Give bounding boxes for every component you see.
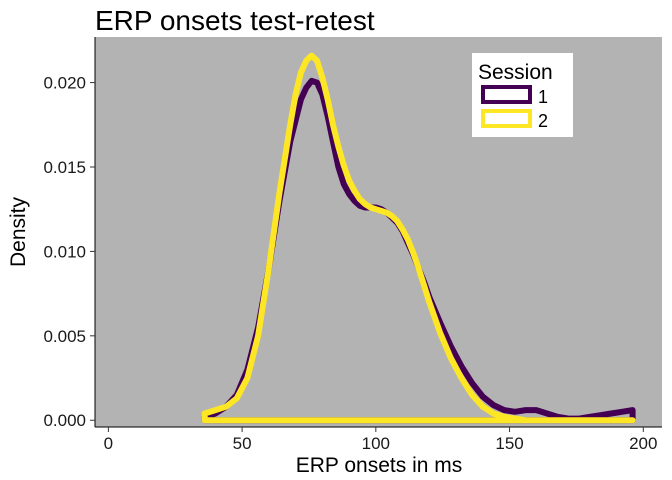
legend-label-session-2: 2 [538, 111, 548, 131]
y-tick-label: 0.000 [43, 411, 86, 430]
y-axis-ticks: 0.000 0.005 0.010 0.015 0.020 [43, 74, 95, 430]
x-tick-label: 0 [104, 434, 113, 453]
legend-key-session-2 [481, 109, 532, 128]
y-axis-title: Density [7, 196, 30, 267]
density-series-2 [201, 52, 636, 424]
x-tick-label: 150 [495, 434, 523, 453]
plot-panel [95, 37, 662, 427]
series-layer [201, 52, 636, 424]
y-tick-label: 0.005 [43, 327, 86, 346]
x-tick-label: 100 [362, 434, 390, 453]
x-axis-title: ERP onsets in ms [296, 454, 463, 477]
legend-key-session-1 [481, 85, 532, 104]
y-tick-label: 0.020 [43, 74, 86, 93]
legend-label-session-1: 1 [538, 87, 548, 107]
legend: Session 1 2 [472, 53, 573, 137]
legend-title: Session [478, 61, 553, 84]
chart-title: ERP onsets test-retest [95, 5, 375, 36]
x-axis-ticks: 0 50 100 150 200 [104, 427, 657, 453]
x-tick-label: 50 [233, 434, 252, 453]
x-tick-label: 200 [629, 434, 657, 453]
legend-background [472, 53, 573, 137]
y-tick-label: 0.010 [43, 242, 86, 261]
y-tick-label: 0.015 [43, 158, 86, 177]
